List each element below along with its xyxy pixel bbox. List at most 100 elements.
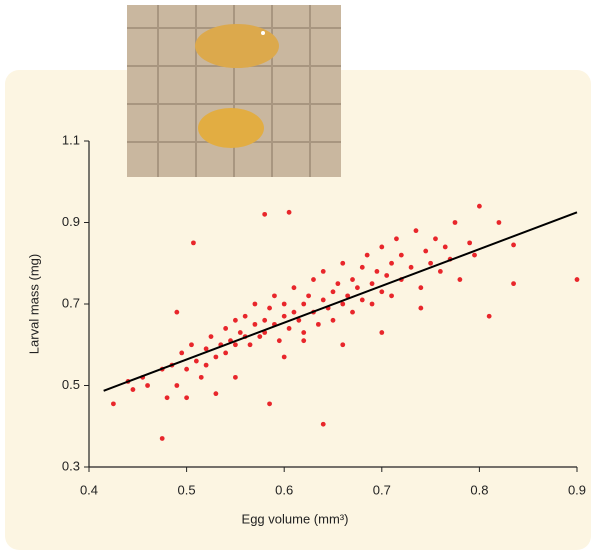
trend-line: [103, 211, 578, 392]
point: [374, 269, 380, 274]
point: [389, 293, 394, 299]
point: [437, 269, 443, 274]
point: [174, 309, 180, 315]
point: [340, 342, 346, 348]
point: [418, 285, 424, 291]
point: [428, 260, 433, 266]
point: [511, 281, 516, 287]
y-tick-label: 0.7: [62, 295, 80, 310]
point: [340, 260, 346, 266]
x-tick-label: 0.6: [275, 482, 293, 497]
y-tick-label: 0.3: [62, 458, 80, 473]
point: [130, 387, 136, 392]
point: [442, 244, 448, 250]
point: [208, 334, 214, 339]
y-tick-label: 0.5: [62, 377, 80, 392]
point: [296, 317, 302, 323]
point: [350, 277, 355, 282]
point: [408, 264, 414, 270]
point: [413, 228, 419, 234]
x-tick-label: 0.8: [470, 482, 488, 497]
point: [457, 277, 463, 282]
x-tick-label: 0.4: [80, 482, 98, 497]
point: [262, 317, 268, 323]
point: [223, 350, 229, 356]
point: [184, 395, 190, 401]
point: [252, 301, 258, 307]
y-tick-label: 0.9: [62, 214, 80, 229]
point: [233, 317, 238, 323]
y-axis-label: Larval mass (mg): [26, 254, 41, 354]
point: [174, 383, 180, 388]
point: [301, 301, 307, 307]
point: [369, 281, 375, 287]
point: [394, 236, 399, 242]
point: [193, 358, 199, 364]
point: [423, 248, 429, 254]
point: [111, 401, 116, 407]
point: [291, 309, 297, 315]
point: [486, 313, 492, 319]
point: [286, 326, 292, 331]
panel-background: [5, 70, 591, 550]
point: [452, 220, 458, 225]
point: [272, 293, 277, 299]
point: [267, 305, 272, 311]
point: [330, 317, 336, 323]
point: [379, 330, 385, 335]
point: [276, 338, 282, 344]
point: [369, 301, 375, 307]
point: [257, 334, 263, 339]
point: [359, 297, 365, 303]
photo-inset: [127, 5, 341, 177]
point: [233, 342, 238, 348]
point: [398, 252, 404, 258]
plot-area: 0.3 0.5 0.7 0.9 1.1 0.4 0.5 0.6 0.7 0.8 0.9: [62, 132, 586, 497]
point: [418, 305, 424, 311]
point: [213, 391, 219, 397]
point: [472, 252, 477, 258]
y-tick-label: 1.1: [62, 132, 80, 147]
point: [286, 209, 292, 215]
point: [389, 260, 394, 266]
point: [223, 326, 229, 331]
point: [433, 236, 438, 242]
point: [267, 401, 272, 407]
point: [203, 362, 209, 368]
point: [242, 313, 248, 319]
x-axis-label: Egg volume (mm³): [242, 511, 349, 526]
point: [281, 313, 287, 319]
point: [247, 342, 253, 348]
point: [262, 211, 268, 217]
point: [213, 354, 219, 360]
point: [237, 330, 243, 335]
point: [189, 342, 194, 348]
point: [364, 252, 370, 258]
point: [291, 285, 297, 291]
point: [320, 297, 326, 303]
point: [574, 277, 580, 282]
point: [159, 436, 165, 441]
point: [384, 273, 390, 278]
point: [359, 264, 365, 270]
point: [379, 289, 385, 295]
point: [184, 366, 190, 372]
x-tick-label: 0.7: [373, 482, 391, 497]
x-tick-label: 0.9: [568, 482, 586, 497]
point: [301, 330, 307, 335]
point: [233, 374, 238, 380]
point: [281, 301, 287, 307]
point: [179, 350, 185, 356]
point: [191, 240, 196, 246]
point: [311, 277, 316, 282]
point: [306, 293, 311, 299]
point: [281, 354, 287, 360]
point: [252, 321, 258, 327]
point: [330, 289, 336, 295]
point: [477, 203, 482, 209]
point: [320, 421, 326, 427]
point: [335, 281, 341, 287]
point: [164, 395, 170, 401]
point: [301, 338, 307, 344]
